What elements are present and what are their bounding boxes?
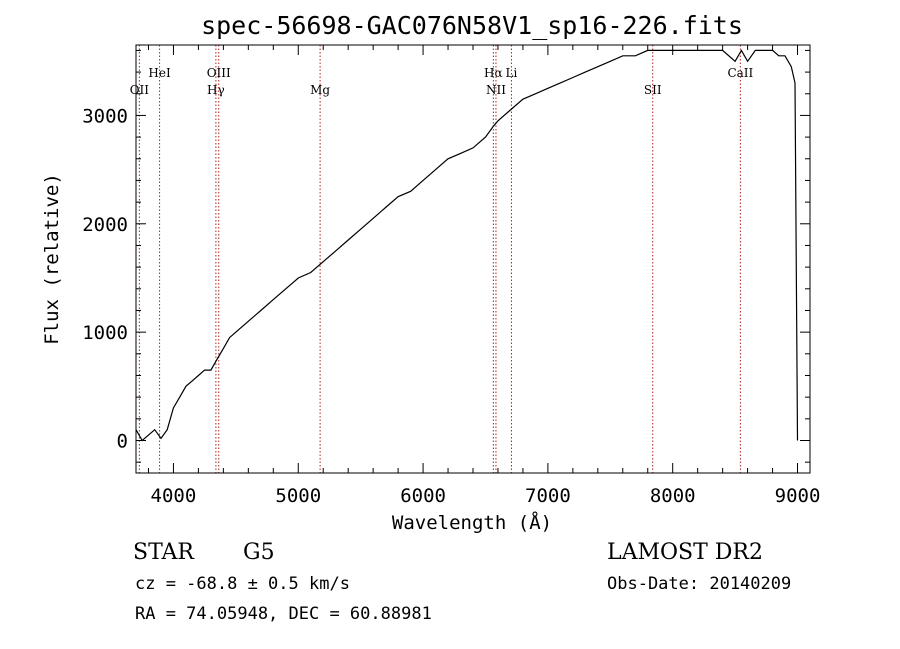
x-tick-label: 7000 [525, 485, 571, 507]
y-tick-label: 1000 [82, 322, 128, 344]
x-tick-label: 9000 [775, 485, 821, 507]
line-label: NII [486, 83, 506, 97]
chart-title: spec-56698-GAC076N58V1_sp16-226.fits [201, 11, 743, 40]
object-class: STAR [133, 540, 195, 565]
y-axis-ticks: 0 1000 2000 3000 [82, 49, 810, 463]
coordinates-text: RA = 74.05948, DEC = 60.88981 [135, 604, 432, 624]
line-label: Hα [484, 66, 503, 80]
x-tick-label: 8000 [650, 485, 696, 507]
object-subclass: G5 [243, 540, 275, 565]
x-tick-label: 4000 [151, 485, 197, 507]
y-tick-label: 3000 [82, 105, 128, 127]
redshift-text: cz = -68.8 ± 0.5 km/s [135, 574, 350, 594]
x-axis-ticks: 4000 5000 6000 7000 8000 9000 [147, 45, 821, 507]
y-axis-label: Flux (relative) [41, 173, 63, 345]
obs-date-text: Obs-Date: 20140209 [607, 574, 791, 594]
line-label: SII [644, 83, 662, 97]
spectrum-line [135, 49, 799, 442]
line-label: HeI [148, 66, 171, 80]
spectrum-series [135, 49, 799, 442]
line-label: Hγ [207, 83, 225, 97]
line-label: OIII [207, 66, 231, 80]
line-label: Mg [310, 83, 330, 97]
plot-frame [135, 44, 811, 474]
line-label: Li [506, 66, 518, 80]
x-tick-label: 5000 [275, 485, 321, 507]
x-axis-label: Wavelength (Å) [392, 511, 552, 534]
survey-name: LAMOST DR2 [607, 540, 763, 565]
y-tick-label: 2000 [82, 214, 128, 236]
line-label: OII [130, 83, 150, 97]
line-label: CaII [727, 66, 753, 80]
x-tick-label: 6000 [400, 485, 446, 507]
y-tick-label: 0 [117, 430, 128, 452]
